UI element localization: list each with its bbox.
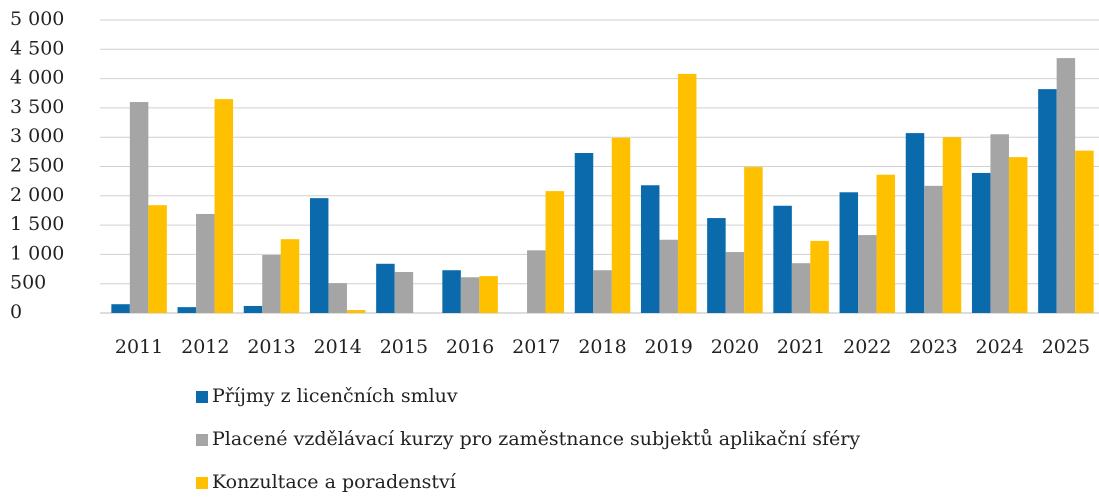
legend-swatch — [196, 391, 208, 403]
x-tick-label: 2019 — [645, 336, 693, 358]
bar — [1075, 150, 1094, 313]
bar — [442, 270, 461, 313]
bar — [328, 283, 347, 313]
bar — [611, 137, 631, 313]
x-tick-label: 2018 — [578, 336, 626, 358]
bar — [479, 276, 498, 313]
x-tick-label: 2022 — [843, 336, 891, 358]
bar — [243, 305, 263, 313]
y-tick-label: 3 000 — [10, 125, 64, 147]
bar — [460, 277, 480, 313]
bar — [177, 307, 197, 313]
x-tick-label: 2013 — [247, 336, 295, 358]
bar — [640, 185, 660, 313]
x-tick-label: 2021 — [777, 336, 825, 358]
legend-swatch — [196, 434, 208, 446]
bar — [376, 263, 395, 313]
bar — [545, 191, 565, 313]
bar — [791, 263, 811, 313]
bar — [346, 310, 366, 313]
x-tick-label: 2017 — [512, 336, 560, 358]
bar — [574, 153, 594, 313]
x-tick-label: 2020 — [711, 336, 759, 358]
y-tick-label: 5 000 — [10, 8, 64, 30]
y-tick-label: 2 500 — [10, 155, 64, 177]
bar — [773, 205, 792, 313]
y-tick-label: 3 500 — [10, 96, 64, 118]
bar — [196, 213, 215, 313]
y-tick-label: 500 — [10, 272, 46, 294]
legend-label: Konzultace a poradenství — [212, 471, 457, 493]
bar — [1038, 89, 1057, 313]
bar — [924, 185, 943, 313]
bar — [744, 167, 763, 313]
legend-swatch — [196, 477, 208, 489]
bar — [129, 102, 149, 313]
bar — [262, 254, 281, 313]
bar — [659, 239, 678, 313]
bar — [593, 270, 612, 313]
bar — [725, 252, 745, 313]
y-tick-label: 4 000 — [10, 67, 64, 89]
y-tick-label: 4 500 — [10, 37, 64, 59]
bar — [990, 134, 1009, 313]
bar — [394, 271, 414, 313]
bar — [148, 205, 167, 313]
y-tick-label: 2 000 — [10, 184, 64, 206]
legend-label: Příjmy z licenčních smluv — [212, 385, 458, 407]
bar — [677, 73, 697, 313]
bar — [111, 304, 130, 313]
bar — [1056, 58, 1076, 314]
x-tick-label: 2016 — [446, 336, 494, 358]
bar — [810, 240, 829, 313]
y-tick-label: 1 000 — [10, 242, 64, 264]
bar — [942, 137, 962, 313]
x-tick-label: 2025 — [1042, 336, 1090, 358]
bar — [527, 250, 546, 313]
bar — [876, 174, 896, 313]
y-tick-label: 1 500 — [10, 213, 64, 235]
bar — [905, 133, 925, 313]
x-tick-label: 2012 — [181, 336, 229, 358]
y-tick-label: 0 — [10, 301, 22, 323]
bar — [858, 235, 877, 313]
x-tick-label: 2015 — [380, 336, 428, 358]
bar — [971, 172, 991, 313]
bar — [309, 198, 329, 313]
bar — [839, 192, 859, 313]
legend-label: Placené vzdělávací kurzy pro zaměstnance… — [212, 428, 860, 450]
bar — [1008, 157, 1028, 313]
x-tick-label: 2023 — [909, 336, 957, 358]
x-tick-label: 2011 — [115, 336, 163, 358]
x-tick-label: 2024 — [976, 336, 1024, 358]
x-tick-label: 2014 — [314, 336, 362, 358]
bar — [214, 99, 234, 313]
bar — [280, 239, 300, 313]
bar — [707, 218, 726, 313]
